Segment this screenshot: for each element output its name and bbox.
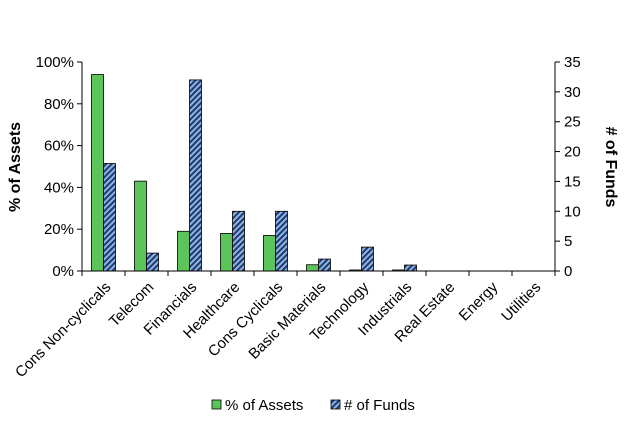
bar-assets-1 — [134, 180, 147, 272]
y-right-tick-label: 25 — [564, 114, 581, 131]
y-right-tick-label: 10 — [564, 203, 581, 220]
bar-assets-4 — [263, 235, 276, 272]
ticks-group: 0% 20% 40% 60% 80% 100% 0 5 10 15 20 25 30 35 — [36, 54, 581, 280]
bar-funds-0 — [103, 163, 116, 272]
bar-funds-6 — [361, 246, 374, 272]
y-right-tick-label: 35 — [564, 54, 581, 71]
y-right-tick-label: 15 — [564, 173, 581, 190]
bar-funds-5 — [318, 258, 331, 272]
y-axis-left-title: % of Assets — [7, 122, 24, 212]
legend-label-assets: % of Assets — [225, 397, 303, 414]
legend-label-funds: # of Funds — [344, 397, 415, 414]
bars-group — [91, 74, 417, 272]
y-left-tick-label: 80% — [44, 96, 74, 113]
y-left-tick-label: 0% — [52, 263, 74, 280]
legend-swatch-funds — [330, 399, 341, 410]
y-axis-right-title: # of Funds — [602, 127, 619, 208]
category-labels: Cons Non-cyclicalsTelecomFinancialsHealt… — [12, 278, 544, 381]
y-left-tick-label: 60% — [44, 138, 74, 155]
bar-assets-5 — [306, 264, 319, 272]
bar-assets-2 — [177, 230, 190, 272]
y-right-tick-label: 5 — [564, 233, 572, 250]
category-label: Basic Materials — [245, 279, 329, 363]
legend-swatch-assets — [211, 399, 222, 410]
bar-funds-7 — [404, 264, 417, 272]
y-right-tick-label: 0 — [564, 263, 572, 280]
y-right-tick-label: 30 — [564, 84, 581, 101]
category-label: Cons Non-cyclicals — [12, 279, 114, 381]
bar-assets-0 — [91, 74, 104, 272]
bar-assets-3 — [220, 232, 233, 272]
bar-funds-3 — [232, 210, 245, 272]
bar-funds-2 — [189, 79, 202, 272]
bar-funds-4 — [275, 210, 288, 272]
legend: % of Assets # of Funds — [211, 397, 415, 414]
bar-funds-1 — [146, 252, 159, 272]
y-right-tick-label: 20 — [564, 144, 581, 161]
y-left-tick-label: 20% — [44, 221, 74, 238]
category-label: Cons Cyclicals — [205, 279, 287, 361]
category-label: Utilities — [498, 279, 544, 325]
y-left-tick-label: 100% — [36, 54, 74, 71]
axes-group — [81, 62, 556, 272]
y-left-tick-label: 40% — [44, 179, 74, 196]
category-label: Energy — [456, 278, 502, 324]
